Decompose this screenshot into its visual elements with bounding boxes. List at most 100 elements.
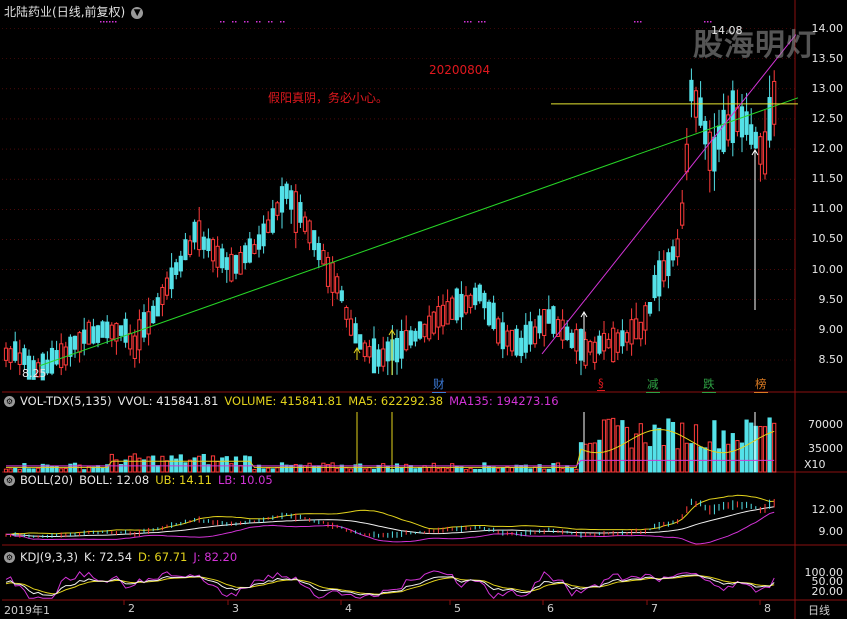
volume-bar	[210, 455, 216, 473]
candle-body	[762, 131, 768, 175]
annotation-note: 假阳真阴，务必小心。	[268, 91, 389, 105]
candle-body	[105, 321, 110, 339]
volume-bar	[266, 467, 271, 473]
candle-body	[114, 322, 119, 342]
volume-bar	[611, 417, 616, 473]
volume-bar	[509, 467, 515, 473]
candle-body	[284, 183, 289, 199]
candle-body	[146, 311, 151, 335]
volume-bar	[661, 445, 666, 473]
candle-body	[726, 114, 731, 141]
signal-arrow-head	[388, 329, 396, 336]
top-marker-dot	[280, 21, 282, 23]
volume-bar	[514, 464, 519, 473]
volume-bar	[643, 442, 648, 473]
candle-body	[353, 323, 358, 344]
volume-bar	[344, 467, 349, 473]
candle-body	[477, 284, 482, 302]
candle-body	[132, 335, 137, 359]
chevron-down-icon[interactable]: ▼	[131, 6, 144, 19]
volume-bar	[358, 463, 363, 473]
volume-bar	[657, 427, 662, 473]
volume-bar	[362, 468, 367, 473]
candle-body	[8, 348, 13, 363]
kdj-indicator-name[interactable]: KDJ(9,3,3)	[20, 550, 79, 564]
vol-indicator-name[interactable]: VOL-TDX(5,135)	[20, 394, 112, 408]
volume-bar	[215, 460, 220, 473]
top-marker-dot	[470, 21, 472, 23]
event-tag-financial[interactable]: 财	[432, 377, 446, 393]
volume-bar	[160, 455, 165, 473]
gear-icon[interactable]: ⚙	[4, 475, 15, 486]
volume-bar	[726, 443, 731, 473]
candle-body	[293, 191, 298, 233]
volume-bar	[270, 468, 275, 473]
chart-mode: (日线,前复权)	[52, 5, 126, 19]
volume-bar	[335, 467, 340, 473]
volume-bar	[17, 468, 22, 473]
month-label: 2	[128, 602, 135, 615]
volume-bar	[721, 430, 726, 473]
month-label: 5	[454, 602, 461, 615]
candle-body	[3, 347, 9, 361]
volume-bar	[565, 465, 570, 473]
volume-bar	[224, 456, 229, 473]
volume-bar	[261, 468, 266, 473]
vol-ma135: MA135: 194273.16	[449, 394, 559, 408]
volume-bar	[45, 464, 50, 473]
top-marker-dot	[247, 21, 249, 23]
volume-bar	[422, 465, 427, 473]
candle-body	[413, 330, 418, 342]
event-tag-notice[interactable]: §	[597, 376, 605, 391]
volume-bar	[95, 465, 101, 473]
top-marker-dot	[478, 21, 480, 23]
boll-indicator-name[interactable]: BOLL(20)	[20, 473, 74, 487]
event-tag-reduce[interactable]: 减	[646, 377, 660, 393]
price-tick-label: 14.00	[811, 21, 844, 35]
candle-body	[261, 223, 266, 247]
gear-icon[interactable]: ⚙	[4, 552, 15, 563]
event-tag-list[interactable]: 榜	[754, 377, 768, 393]
volume-bar	[758, 425, 763, 473]
volume-bar	[427, 466, 432, 473]
event-tag-drop[interactable]: 跌	[702, 377, 716, 393]
candle-body	[279, 186, 285, 213]
volume-bar	[367, 467, 372, 473]
top-marker-dot	[268, 21, 270, 23]
candle-body	[233, 255, 239, 274]
volume-bar	[684, 442, 689, 473]
volume-bar	[762, 426, 768, 473]
candle-body	[118, 325, 124, 336]
top-marker-dot	[637, 21, 639, 23]
candle-body	[206, 238, 211, 252]
candle-body	[358, 334, 363, 350]
volume-bar	[606, 418, 611, 473]
candle-body	[77, 332, 82, 353]
volume-bar	[348, 468, 354, 473]
volume-bar	[532, 466, 538, 473]
candle-body	[730, 90, 735, 144]
volume-bar	[408, 465, 413, 473]
volume-bar	[316, 465, 321, 473]
candle-body	[565, 326, 570, 341]
candle-body	[247, 238, 252, 263]
candle-body	[141, 312, 147, 338]
volume-bar	[546, 468, 551, 473]
volume-bar	[413, 468, 418, 473]
top-marker-dot	[283, 21, 285, 23]
candle-body	[40, 353, 45, 381]
vol-tick-35000: 35000	[808, 442, 843, 455]
period-label[interactable]: 日线	[808, 604, 830, 617]
top-marker-dot	[259, 21, 261, 23]
volume-bar	[118, 464, 124, 473]
kdj-panel-header: ⚙ KDJ(9,3,3) K: 72.54 D: 67.71 J: 82.20	[4, 550, 243, 564]
gear-icon[interactable]: ⚙	[4, 396, 15, 407]
top-marker-dot	[235, 21, 237, 23]
kdj-k-line	[5, 574, 775, 596]
top-marker-dot	[220, 21, 222, 23]
price-tick-label: 12.00	[811, 142, 844, 156]
candle-body	[371, 338, 377, 374]
candle-body	[183, 239, 188, 261]
